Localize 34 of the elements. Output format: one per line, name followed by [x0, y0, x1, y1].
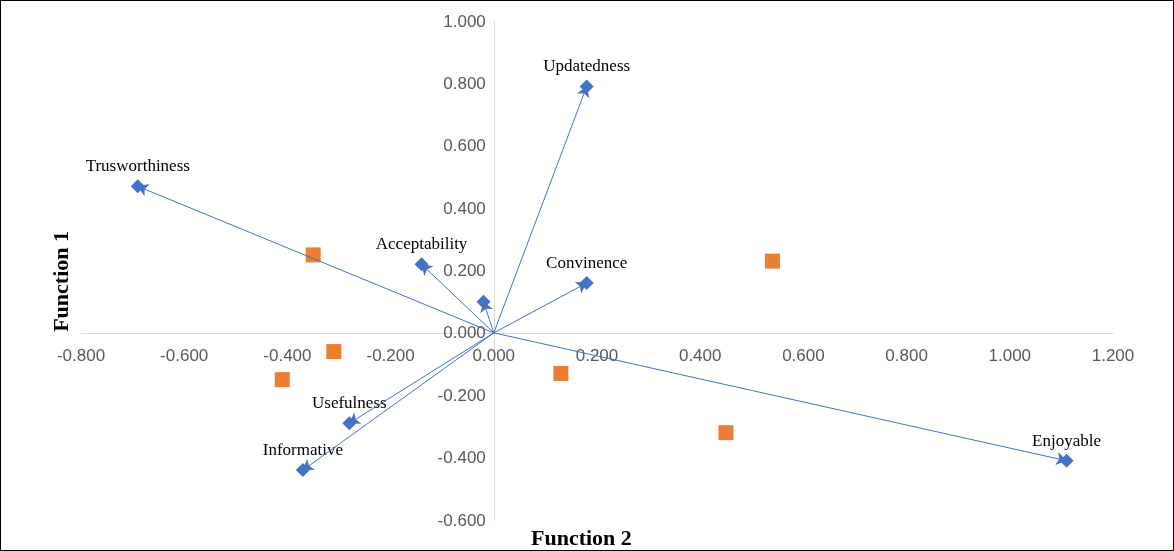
point — [718, 425, 734, 441]
x-tick-label: 0.600 — [782, 345, 825, 365]
data-label: Enjoyable — [1032, 430, 1102, 450]
data-label: Informative — [262, 440, 344, 460]
x-axis-title: Function 2 — [531, 524, 632, 550]
y-tick-label: -0.600 — [437, 510, 486, 530]
x-tick-label: -0.400 — [263, 345, 312, 365]
x-tick-label: -0.600 — [160, 345, 209, 365]
point — [326, 344, 342, 360]
y-tick-label: 0.800 — [443, 73, 486, 93]
data-label: Acceptability — [375, 234, 468, 254]
y-tick-label: 0.000 — [443, 323, 486, 343]
x-tick-label: 1.200 — [1091, 345, 1135, 365]
x-tick-label: 0.000 — [472, 345, 516, 365]
y-tick-label: 0.600 — [443, 136, 486, 156]
y-tick-label: -0.400 — [437, 448, 486, 468]
y-axis-title: Function 1 — [47, 230, 73, 332]
x-tick-label: 1.000 — [988, 345, 1032, 365]
point — [764, 253, 780, 269]
data-label: Updatedness — [543, 56, 631, 76]
point — [305, 247, 321, 263]
x-tick-label: -0.200 — [366, 345, 415, 365]
y-tick-label: -0.200 — [437, 385, 486, 405]
x-tick-label: 0.400 — [678, 345, 722, 365]
x-tick-label: 0.800 — [885, 345, 928, 365]
y-tick-label: 0.200 — [443, 261, 486, 280]
point — [274, 372, 290, 388]
data-label: Convinence — [546, 252, 628, 272]
data-label: Trusworthiness — [85, 156, 190, 176]
y-tick-label: 0.400 — [443, 198, 486, 218]
point — [553, 365, 569, 381]
x-tick-label: -0.800 — [56, 345, 106, 365]
data-label: Usefulness — [312, 393, 387, 413]
y-tick-label: 1.000 — [443, 11, 486, 31]
